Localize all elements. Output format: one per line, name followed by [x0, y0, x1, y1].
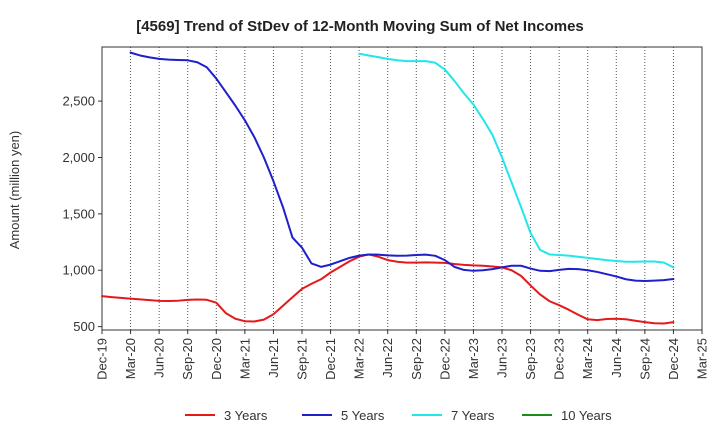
x-tick-label: Jun-20	[152, 338, 167, 378]
x-tick-label: Sep-21	[295, 338, 310, 380]
x-tick-label: Sep-24	[637, 338, 652, 380]
x-tick-label: Dec-23	[552, 338, 567, 380]
gridlines	[130, 47, 674, 330]
x-tick-label: Jun-24	[609, 338, 624, 378]
x-tick-label: Jun-21	[266, 338, 281, 378]
x-tick-label: Dec-24	[666, 338, 681, 380]
series-line-7-years	[358, 52, 675, 269]
legend-label-7-years: 7 Years	[451, 408, 495, 423]
series-lines	[101, 51, 675, 325]
x-tick-label: Dec-20	[209, 338, 224, 380]
x-tick-label: Mar-21	[237, 338, 252, 379]
x-tick-label: Mar-22	[352, 338, 367, 379]
legend: 3 Years 5 Years 7 Years 10 Years	[185, 408, 612, 423]
x-tick-label: Sep-22	[409, 338, 424, 380]
x-tick-label: Mar-24	[580, 338, 595, 379]
y-tick-label: 1,500	[62, 206, 95, 221]
series-line-5-years	[129, 51, 675, 282]
x-tick-label: Dec-22	[437, 338, 452, 380]
x-tick-label: Mar-25	[695, 338, 710, 379]
x-tick-label: Dec-19	[95, 338, 110, 380]
x-tick-label: Jun-23	[495, 338, 510, 378]
y-tick-label: 2,000	[62, 150, 95, 165]
series-line-3-years	[101, 253, 675, 325]
x-tick-label: Mar-23	[466, 338, 481, 379]
plot-area-border	[101, 46, 703, 331]
x-tick-label: Dec-21	[323, 338, 338, 380]
y-tick-label: 1,000	[62, 263, 95, 278]
y-axis: 500 1,000 1,500 2,000 2,500	[62, 94, 102, 334]
x-tick-label: Jun-22	[380, 338, 395, 378]
legend-label-5-years: 5 Years	[341, 408, 385, 423]
y-tick-label: 2,500	[62, 94, 95, 109]
legend-label-3-years: 3 Years	[224, 408, 268, 423]
x-tick-label: Sep-20	[180, 338, 195, 380]
chart-title: [4569] Trend of StDev of 12-Month Moving…	[136, 18, 584, 35]
legend-label-10-years: 10 Years	[561, 408, 612, 423]
y-tick-label: 500	[73, 319, 95, 334]
x-tick-label: Mar-20	[123, 338, 138, 379]
y-axis-label: Amount (million yen)	[7, 131, 22, 250]
x-axis: Dec-19 Mar-20 Jun-20 Sep-20 Dec-20 Mar-21 Jun-…	[95, 330, 710, 380]
x-tick-label: Sep-23	[523, 338, 538, 380]
